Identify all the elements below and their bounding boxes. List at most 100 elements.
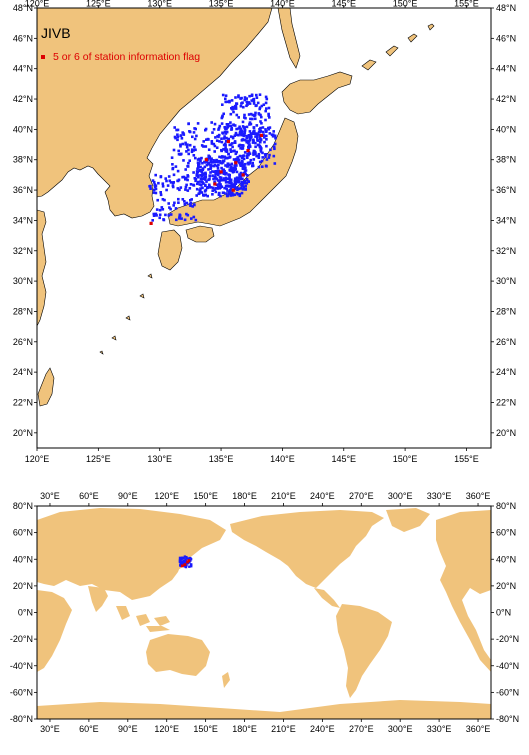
station-point [247, 113, 251, 116]
station-point [229, 180, 232, 183]
station-point [261, 165, 264, 168]
station-point [245, 100, 249, 104]
station-point [212, 128, 216, 131]
station-point [213, 122, 217, 126]
station-point [184, 168, 187, 171]
station-point [222, 137, 226, 140]
station-point [261, 151, 264, 155]
station-point [168, 206, 171, 209]
station-point [215, 164, 219, 168]
global-left-lat-label: -60°N [10, 687, 33, 697]
station-point [196, 161, 200, 164]
global-left-lat-label: 40°N [13, 554, 33, 564]
station-point [181, 142, 185, 146]
station-point [215, 159, 219, 163]
station-point [256, 138, 259, 142]
global-station-point [188, 565, 191, 568]
station-point [239, 187, 243, 190]
station-point [234, 131, 238, 135]
station-point [243, 181, 247, 185]
station-point [273, 162, 277, 165]
station-point [245, 140, 249, 144]
global-top-lon-label: 60°E [79, 491, 99, 501]
station-point [177, 178, 181, 182]
station-point [171, 163, 174, 166]
station-point [233, 104, 237, 108]
station-point [157, 181, 160, 185]
regional-map-frame [36, 7, 492, 449]
station-point [232, 158, 236, 161]
regional-bottom-lon-label: 135°E [209, 454, 234, 464]
station-point [259, 120, 262, 123]
station-point [216, 166, 220, 169]
station-point [168, 179, 172, 183]
station-point [192, 183, 195, 187]
station-point [176, 138, 179, 142]
south-america-continent [336, 604, 392, 698]
station-point [189, 183, 193, 186]
station-point [198, 157, 201, 161]
station-point [234, 96, 237, 99]
flagged-station-point [241, 173, 245, 177]
station-point [220, 156, 223, 159]
station-point [223, 155, 227, 159]
station-point [151, 219, 154, 222]
station-point [152, 191, 156, 194]
station-point [264, 130, 268, 133]
station-point [232, 123, 235, 126]
station-point [247, 101, 250, 104]
station-point [259, 138, 263, 142]
global-bottom-lon-label: 30°E [40, 724, 60, 734]
station-point [241, 147, 244, 150]
station-point [154, 191, 158, 195]
global-bottom-lon-label: 90°E [118, 724, 138, 734]
regional-left-lat-label: 48°N [13, 3, 33, 13]
station-point [196, 174, 200, 177]
station-point [245, 182, 249, 185]
station-point [226, 189, 229, 192]
station-point [188, 202, 192, 206]
regional-top-lon-label: 140°E [270, 0, 295, 9]
station-point [190, 148, 194, 151]
station-point [245, 136, 248, 140]
global-station-point [178, 558, 182, 562]
taiwan-island [37, 367, 55, 407]
station-point [231, 167, 234, 170]
regional-bottom-lon-label: 130°E [147, 454, 172, 464]
station-point [224, 127, 227, 130]
station-point [187, 152, 190, 156]
station-point [254, 135, 257, 138]
station-point [161, 185, 165, 188]
station-point [204, 188, 207, 192]
station-point [256, 132, 259, 135]
station-point [260, 122, 263, 125]
station-point [227, 137, 231, 141]
station-point [222, 112, 225, 116]
station-point [229, 166, 233, 170]
regional-map-land [37, 8, 435, 407]
station-point [202, 193, 205, 197]
global-bottom-lon-label: 240°E [310, 724, 335, 734]
station-point [252, 139, 255, 142]
station-point [192, 154, 196, 157]
global-bottom-lon-label: 120°E [154, 724, 179, 734]
global-right-lat-label: 0°N [496, 608, 511, 618]
station-point [224, 144, 227, 147]
station-point [195, 134, 198, 138]
station-point [175, 128, 178, 132]
station-point [252, 130, 255, 133]
station-point [239, 177, 242, 181]
regional-right-lat-label: 40°N [496, 124, 516, 134]
station-point [230, 185, 234, 188]
central-america [314, 588, 340, 608]
global-right-lat-label: 60°N [496, 528, 516, 538]
station-point [201, 186, 204, 190]
regional-bottom-lon-label: 140°E [270, 454, 295, 464]
station-point [262, 133, 265, 137]
regional-left-lat-label: 40°N [13, 124, 33, 134]
station-point [257, 165, 261, 169]
station-point [191, 135, 194, 139]
station-point [228, 169, 232, 172]
china-coast [37, 209, 47, 327]
station-point [244, 172, 247, 176]
